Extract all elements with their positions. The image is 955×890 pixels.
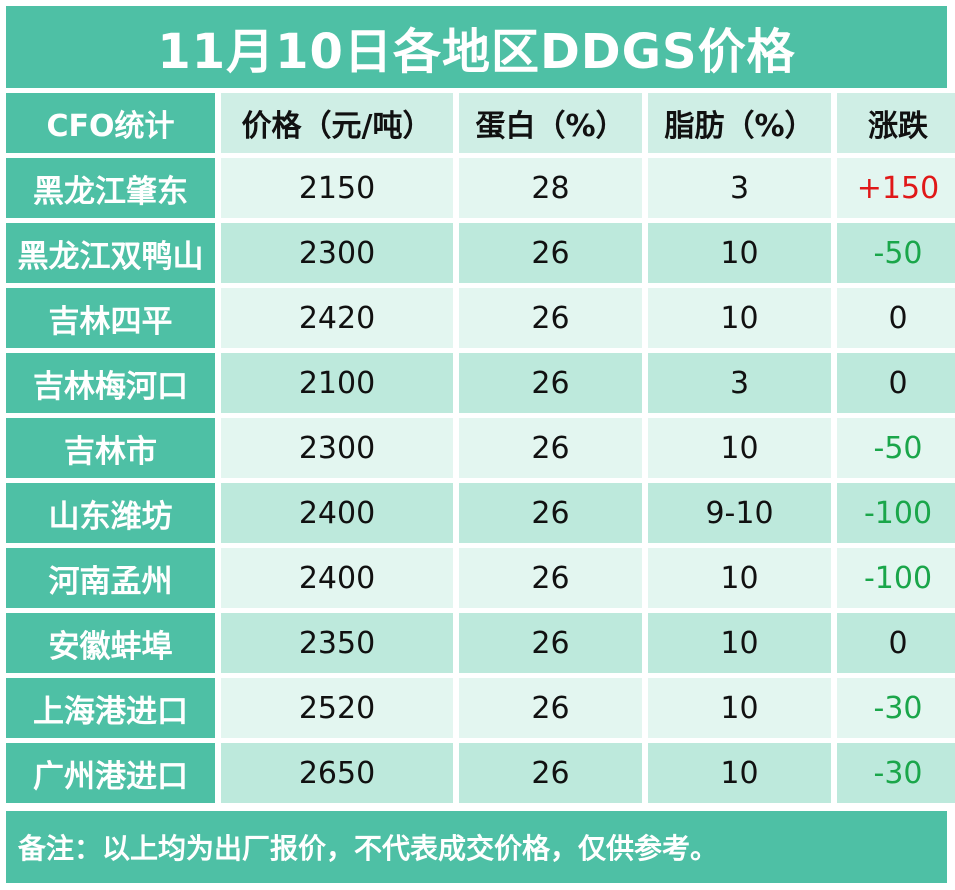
fat-cell: 10	[648, 288, 831, 348]
fat-cell: 10	[648, 548, 831, 608]
change-cell: 0	[837, 353, 955, 413]
fat-cell: 3	[648, 158, 831, 218]
change-cell: 0	[837, 613, 955, 673]
protein-cell: 26	[459, 678, 642, 738]
fat-cell: 10	[648, 418, 831, 478]
price-table: CFO统计 价格（元/吨） 蛋白（%） 脂肪（%） 涨跌 黑龙江肇东 2150 28…	[6, 93, 955, 803]
fat-cell: 3	[648, 353, 831, 413]
change-cell: -100	[837, 483, 955, 543]
header-change: 涨跌	[837, 93, 955, 153]
footnote: 备注：以上均为出厂报价，不代表成交价格，仅供参考。	[6, 811, 947, 883]
price-cell: 2300	[221, 418, 453, 478]
region-cell: 安徽蚌埠	[6, 613, 215, 673]
protein-cell: 26	[459, 418, 642, 478]
change-cell: -50	[837, 223, 955, 283]
region-cell: 黑龙江双鸭山	[6, 223, 215, 283]
header-source: CFO统计	[6, 93, 215, 153]
change-cell: +150	[837, 158, 955, 218]
change-cell: -50	[837, 418, 955, 478]
protein-cell: 26	[459, 353, 642, 413]
price-cell: 2150	[221, 158, 453, 218]
protein-cell: 28	[459, 158, 642, 218]
fat-cell: 9-10	[648, 483, 831, 543]
price-cell: 2350	[221, 613, 453, 673]
region-cell: 吉林市	[6, 418, 215, 478]
region-cell: 吉林梅河口	[6, 353, 215, 413]
price-cell: 2520	[221, 678, 453, 738]
region-cell: 广州港进口	[6, 743, 215, 803]
price-cell: 2650	[221, 743, 453, 803]
protein-cell: 26	[459, 223, 642, 283]
header-fat: 脂肪（%）	[648, 93, 831, 153]
price-cell: 2400	[221, 483, 453, 543]
page-title: 11月10日各地区DDGS价格	[6, 6, 947, 88]
price-cell: 2420	[221, 288, 453, 348]
price-cell: 2100	[221, 353, 453, 413]
fat-cell: 10	[648, 223, 831, 283]
region-cell: 山东潍坊	[6, 483, 215, 543]
price-cell: 2300	[221, 223, 453, 283]
price-cell: 2400	[221, 548, 453, 608]
fat-cell: 10	[648, 678, 831, 738]
change-cell: -30	[837, 678, 955, 738]
protein-cell: 26	[459, 288, 642, 348]
protein-cell: 26	[459, 483, 642, 543]
fat-cell: 10	[648, 743, 831, 803]
change-cell: -30	[837, 743, 955, 803]
protein-cell: 26	[459, 613, 642, 673]
header-price: 价格（元/吨）	[221, 93, 453, 153]
region-cell: 上海港进口	[6, 678, 215, 738]
change-cell: -100	[837, 548, 955, 608]
protein-cell: 26	[459, 548, 642, 608]
protein-cell: 26	[459, 743, 642, 803]
header-protein: 蛋白（%）	[459, 93, 642, 153]
region-cell: 河南孟州	[6, 548, 215, 608]
region-cell: 黑龙江肇东	[6, 158, 215, 218]
region-cell: 吉林四平	[6, 288, 215, 348]
fat-cell: 10	[648, 613, 831, 673]
change-cell: 0	[837, 288, 955, 348]
